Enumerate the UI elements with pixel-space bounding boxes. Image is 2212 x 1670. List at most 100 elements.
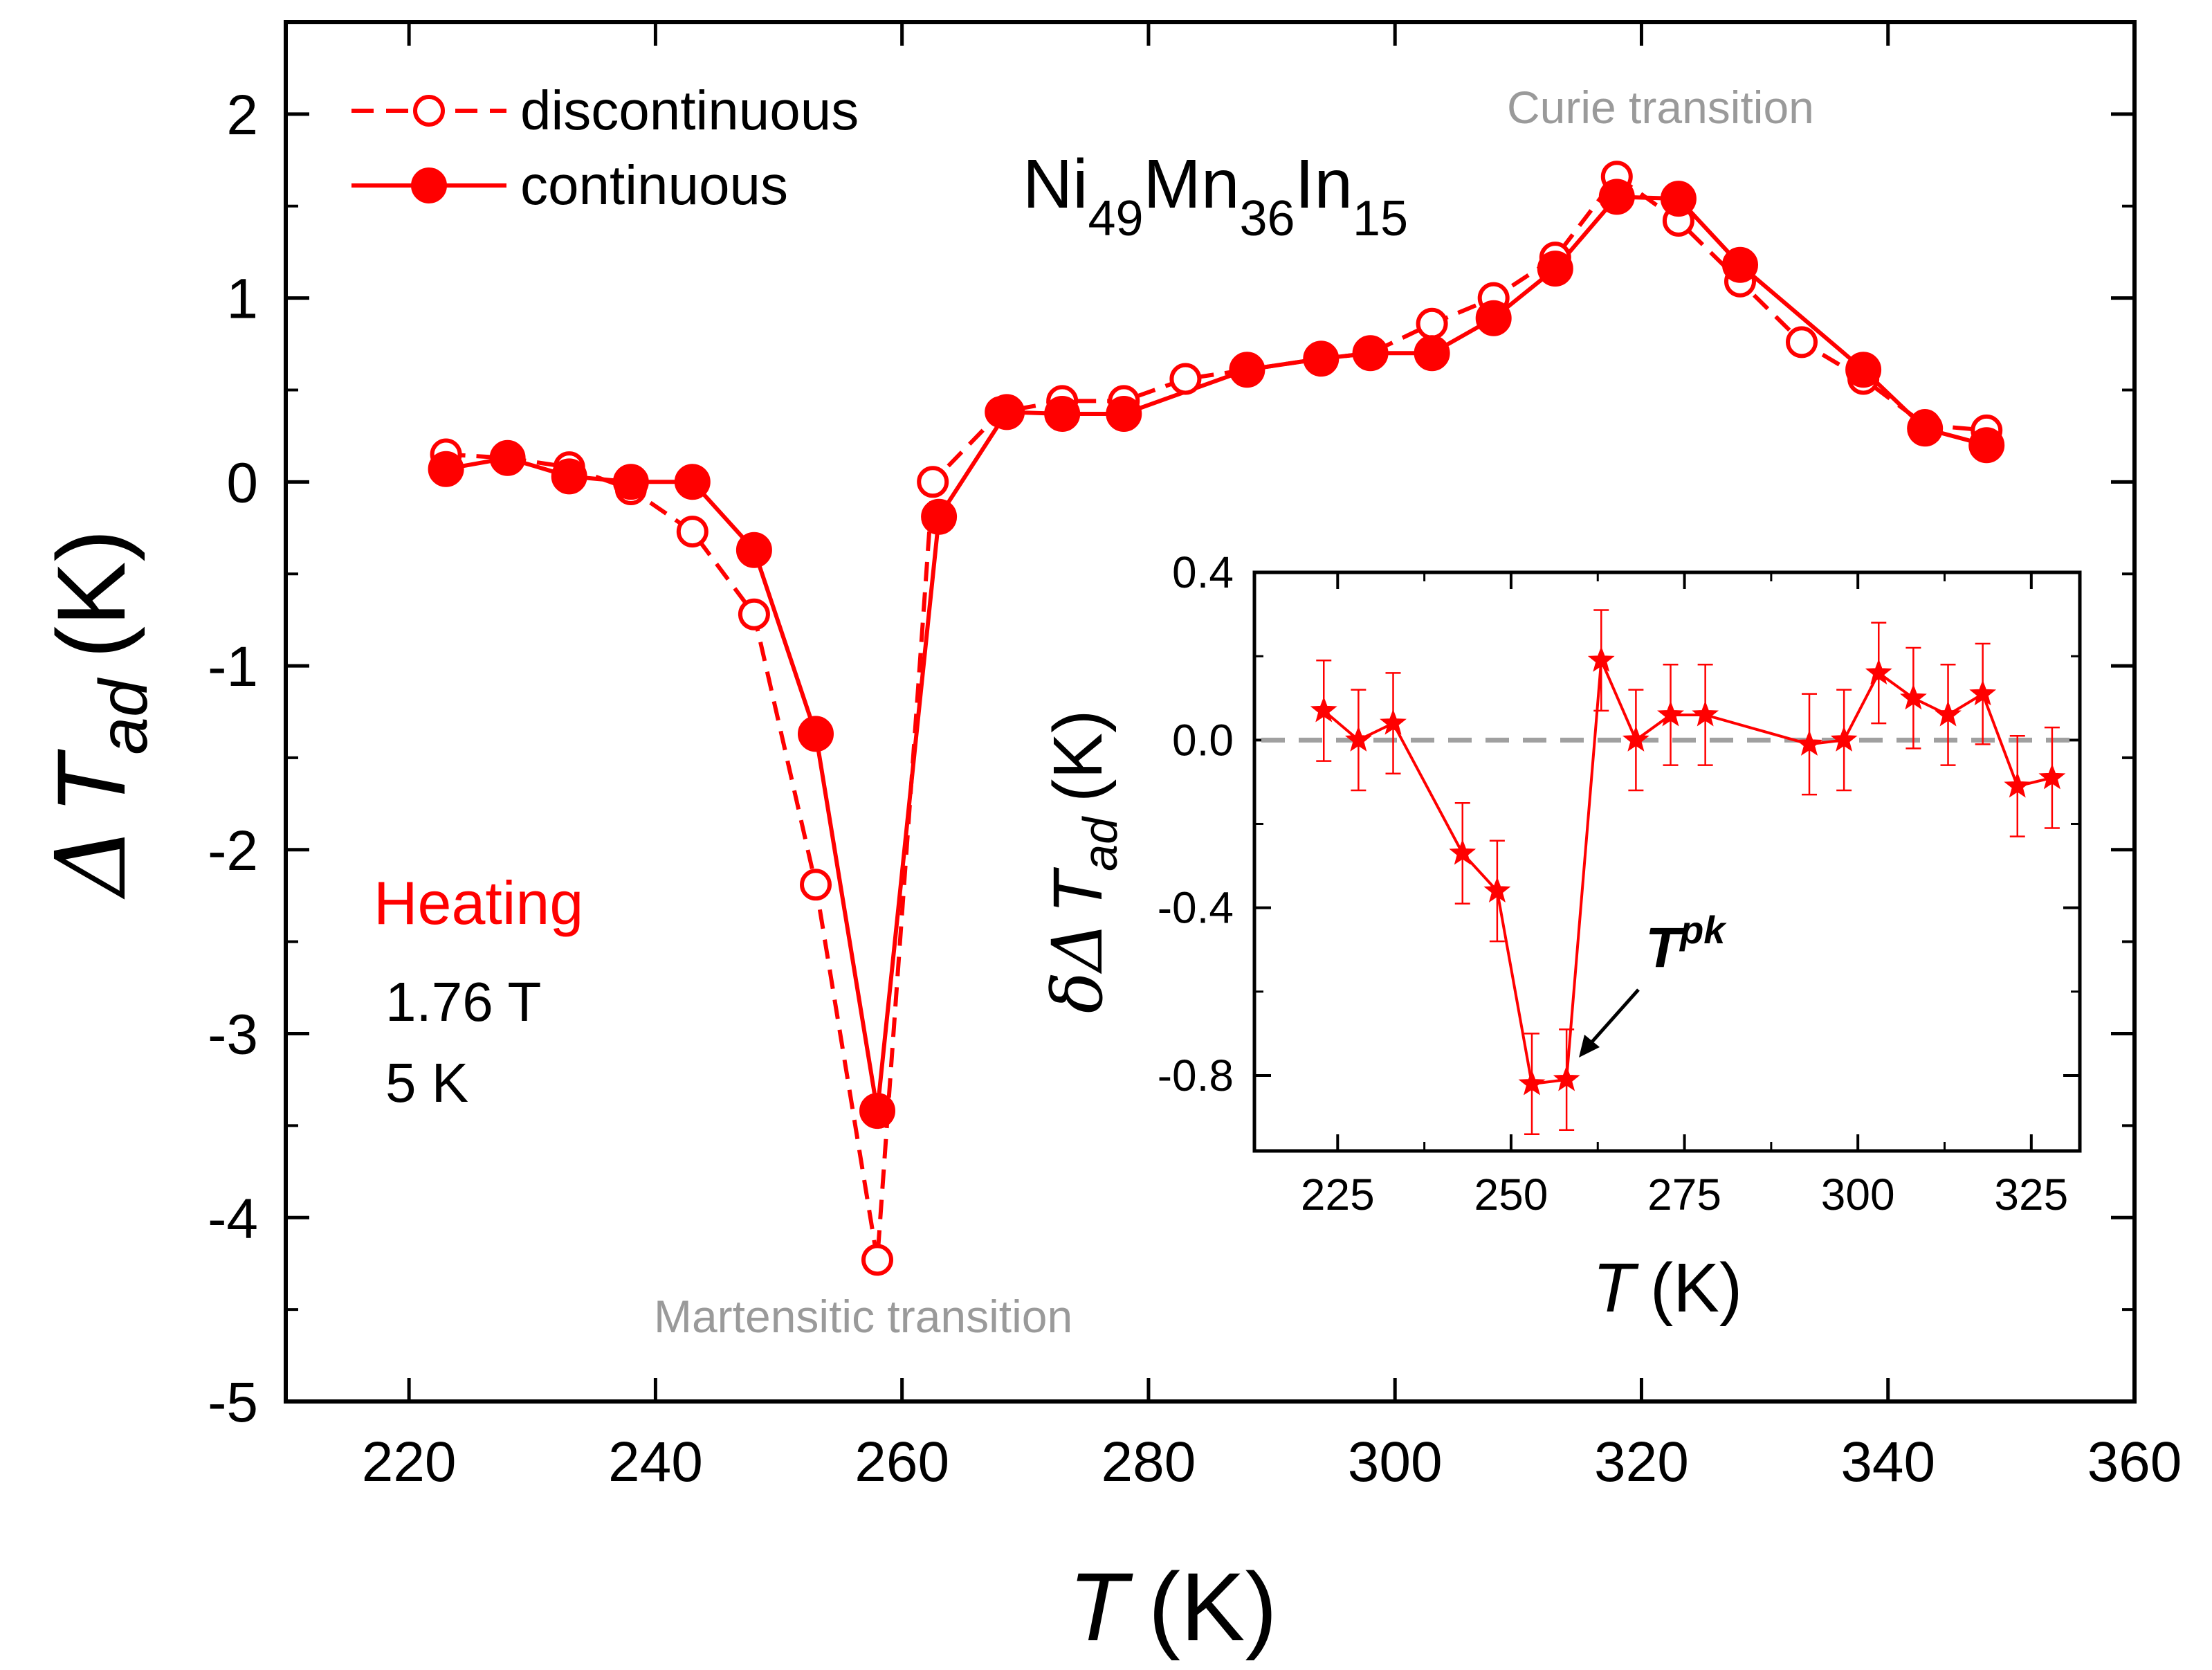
- inset-star-point: [1830, 725, 1858, 752]
- inset-y-label-sub: ad: [1073, 816, 1127, 871]
- series-line-discontinuous: [446, 174, 1987, 1260]
- main-x-label-unit: (K): [1148, 1552, 1277, 1661]
- main-x-tick-label: 280: [1102, 1431, 1196, 1494]
- main-x-tick-label: 340: [1840, 1431, 1935, 1494]
- inset-y-tick-label: 0.0: [1172, 715, 1234, 765]
- point-continuous: [1106, 396, 1142, 432]
- formula-mn: Mn: [1144, 145, 1240, 223]
- formula-mn-sub: 36: [1239, 191, 1295, 246]
- inset-y-axis-label: δΔ Tad (K): [1037, 710, 1127, 1014]
- inset-star-point: [2038, 763, 2066, 790]
- point-continuous: [551, 458, 587, 495]
- main-y-tick-label: 0: [226, 451, 258, 514]
- inset-star-point: [1483, 876, 1511, 902]
- main-x-tick-label: 360: [2087, 1431, 2182, 1494]
- point-continuous: [489, 439, 526, 476]
- point-discontinuous: [676, 516, 709, 548]
- inset-series-layer: [1310, 609, 2066, 1136]
- inset-x-tick-label: 250: [1474, 1170, 1548, 1219]
- inset-x-tick-label: 325: [1994, 1170, 2068, 1219]
- main-y-label-var: T: [37, 749, 145, 814]
- inset-star-point: [1380, 709, 1407, 735]
- main-plot-frame: [284, 20, 2137, 1404]
- inset-star-point: [1692, 700, 1719, 727]
- main-y-tick-label: -3: [208, 1004, 258, 1067]
- inset-star-point: [1865, 658, 1892, 684]
- point-continuous: [1537, 251, 1573, 287]
- point-continuous: [1660, 181, 1697, 217]
- point-continuous: [1229, 352, 1265, 388]
- formula-ni-sub: 49: [1088, 191, 1143, 246]
- point-continuous: [612, 464, 649, 500]
- point-continuous: [989, 394, 1025, 430]
- main-y-tick-label: -5: [208, 1371, 258, 1434]
- legend: discontinuous continuous: [351, 80, 859, 216]
- main-y-tick-label: -2: [208, 819, 258, 882]
- legend-discontinuous-marker: [413, 95, 445, 127]
- series-line-continuous: [446, 194, 1987, 1111]
- legend-discontinuous-label: discontinuous: [520, 80, 859, 141]
- point-continuous: [859, 1093, 895, 1129]
- main-x-tick-label: 240: [608, 1431, 703, 1494]
- inset-x-tick-label: 275: [1647, 1170, 1721, 1219]
- tpk-label-var: T: [1645, 916, 1684, 979]
- inset-y-tick-label: 0.4: [1172, 547, 1234, 597]
- step-label: 5 K: [385, 1052, 468, 1114]
- point-discontinuous: [1169, 363, 1202, 395]
- inset-y-label-symbol: δΔ: [1037, 922, 1118, 1013]
- inset-star-point: [1518, 1069, 1546, 1096]
- point-continuous: [1352, 335, 1389, 372]
- formula-in-sub: 15: [1353, 191, 1408, 246]
- tpk-arrow-head: [1579, 1035, 1600, 1058]
- point-continuous: [735, 532, 772, 568]
- point-continuous: [1722, 246, 1758, 283]
- main-plot: 220 240 260 280 300 320 340 360 -5 -4 -3 -2 -1 0 1 2: [208, 22, 2182, 1494]
- point-continuous: [1044, 396, 1081, 432]
- main-x-tick-label: 300: [1348, 1431, 1443, 1494]
- main-y-tick-label: 2: [226, 84, 258, 147]
- field-label: 1.76 T: [385, 971, 541, 1033]
- main-x-axis-label: T (K): [1068, 1552, 1277, 1661]
- main-y-label-sub: ad: [85, 677, 161, 755]
- point-continuous: [428, 451, 464, 487]
- point-continuous: [1598, 179, 1635, 215]
- inset-star-point: [1587, 646, 1615, 672]
- inset-star-point: [1899, 684, 1927, 710]
- main-y-axis-label: ΔTad (K): [35, 529, 161, 900]
- heating-label: Heating: [374, 869, 583, 937]
- curie-transition-label: Curie transition: [1507, 82, 1814, 133]
- inset-x-tick-label: 300: [1821, 1170, 1895, 1219]
- inset-y-label-var: T: [1039, 867, 1117, 914]
- compound-formula: Ni49Mn36In15: [1023, 145, 1408, 246]
- inset-star-point: [1449, 839, 1477, 865]
- inset-star-point: [1795, 729, 1823, 756]
- inset-x-tick-label: 225: [1301, 1170, 1375, 1219]
- inset-y-tick-label: -0.8: [1158, 1051, 1234, 1100]
- inset-plot-frame: [1252, 570, 2082, 1153]
- inset-star-point: [1935, 700, 1962, 727]
- main-x-tick-label: 320: [1594, 1431, 1689, 1494]
- point-continuous: [1907, 410, 1944, 447]
- point-discontinuous: [1786, 326, 1818, 358]
- point-continuous: [1475, 300, 1512, 336]
- inset-star-point: [2004, 772, 2031, 798]
- inset-star-point: [1657, 700, 1684, 727]
- tpk-arrow-line: [1587, 988, 1640, 1048]
- inset-star-point: [1622, 725, 1649, 752]
- martensitic-transition-label: Martensitic transition: [654, 1291, 1072, 1342]
- point-discontinuous: [738, 598, 770, 630]
- inset-y-label-unit: (K): [1039, 710, 1117, 802]
- formula-ni: Ni: [1023, 145, 1088, 223]
- point-continuous: [1414, 335, 1450, 372]
- tpk-annotation: Tpk: [1579, 908, 1727, 1058]
- main-x-label-var: T: [1068, 1552, 1133, 1661]
- inset-star-point: [1310, 696, 1337, 723]
- inset-x-label-var: T: [1593, 1249, 1639, 1327]
- legend-continuous-marker: [411, 167, 447, 203]
- point-continuous: [798, 716, 834, 752]
- inset-star-point: [1553, 1065, 1580, 1091]
- point-discontinuous: [1416, 307, 1448, 340]
- inset-x-axis-label: T (K): [1593, 1249, 1742, 1327]
- tpk-label-sup: pk: [1679, 908, 1727, 952]
